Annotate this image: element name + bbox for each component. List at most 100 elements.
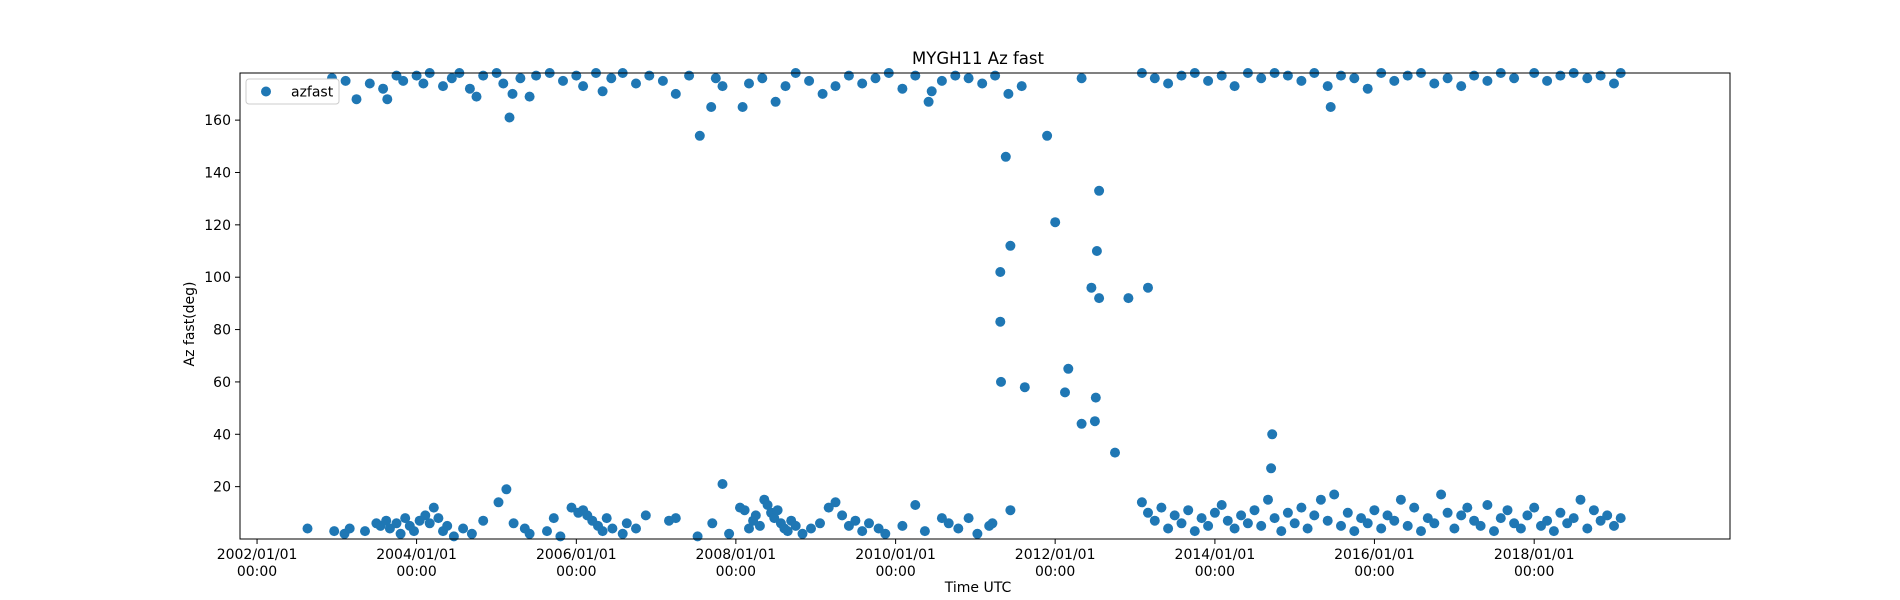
x-tick-label: 2008/01/01 [696, 547, 777, 563]
x-tick-label-time: 00:00 [716, 564, 756, 580]
data-point [1495, 513, 1506, 524]
chart-title: MYGH11 Az fast [912, 49, 1044, 68]
data-point [1449, 523, 1460, 534]
data-point [344, 523, 355, 534]
data-point [1076, 73, 1087, 84]
data-point [524, 528, 535, 539]
data-point [1176, 518, 1187, 529]
data-point [606, 73, 617, 84]
x-tick-label: 2014/01/01 [1175, 547, 1256, 563]
data-point [910, 70, 921, 81]
data-point [919, 526, 930, 537]
data-point [1555, 507, 1566, 518]
data-point [1582, 73, 1593, 84]
data-point [1256, 520, 1267, 531]
data-point [1542, 75, 1553, 86]
data-point [987, 518, 998, 529]
data-point [1369, 505, 1380, 516]
x-tick-label: 2018/01/01 [1494, 547, 1575, 563]
x-tick-label-time: 00:00 [875, 564, 915, 580]
data-point [706, 102, 717, 112]
x-tick-label: 2010/01/01 [855, 547, 936, 563]
data-point [1000, 151, 1011, 162]
y-axis-label: Az fast(deg) [182, 282, 198, 367]
data-point [1183, 505, 1194, 516]
data-point [1456, 81, 1467, 92]
data-point [1462, 502, 1473, 513]
data-point [360, 526, 370, 537]
data-point [607, 523, 618, 534]
data-point [1615, 513, 1626, 524]
x-tick-label-time: 00:00 [237, 564, 277, 580]
data-point [950, 70, 961, 81]
data-point [446, 73, 457, 84]
y-tick-label: 40 [213, 427, 231, 443]
data-point [1502, 505, 1513, 516]
y-tick-label: 140 [204, 165, 231, 181]
data-point [1169, 510, 1180, 521]
data-point [910, 500, 921, 510]
data-point [524, 91, 535, 102]
data-point [1176, 70, 1187, 81]
x-tick-label: 2002/01/01 [217, 547, 298, 563]
data-point [1482, 75, 1493, 86]
data-point [378, 83, 389, 94]
data-point [381, 515, 392, 526]
data-point [351, 94, 362, 105]
data-point [531, 70, 542, 81]
data-point [555, 531, 566, 542]
data-point [1509, 518, 1520, 529]
data-point [936, 75, 947, 86]
data-point [382, 94, 393, 105]
data-point [1282, 507, 1293, 518]
legend-label-azfast: azfast [291, 85, 334, 101]
data-point [1475, 520, 1486, 531]
data-point [1156, 502, 1167, 513]
data-point [684, 70, 695, 81]
data-point [1329, 489, 1340, 500]
data-point [744, 78, 754, 89]
data-point [409, 526, 419, 537]
data-point [1060, 387, 1070, 398]
data-point [692, 531, 703, 542]
data-point [694, 130, 705, 141]
data-point [364, 78, 375, 89]
data-point [1086, 282, 1097, 293]
data-point [670, 88, 681, 99]
data-point [1389, 75, 1400, 86]
data-point [823, 502, 834, 513]
data-point [558, 75, 568, 86]
data-point [1342, 507, 1353, 518]
data-point [1568, 513, 1579, 524]
data-point [857, 78, 868, 89]
data-point [1090, 392, 1101, 403]
data-point [1582, 523, 1593, 534]
data-point [631, 78, 641, 89]
data-point [1325, 102, 1336, 112]
x-tick-label: 2016/01/01 [1334, 547, 1415, 563]
data-point [815, 518, 825, 529]
data-point [571, 70, 582, 81]
plot-background [240, 73, 1730, 539]
data-point [1456, 510, 1467, 521]
data-point [1019, 382, 1030, 393]
data-point [1416, 526, 1426, 537]
x-tick-label: 2006/01/01 [536, 547, 617, 563]
data-point [857, 526, 868, 537]
data-point [717, 81, 728, 92]
data-point [1282, 70, 1293, 81]
data-point [1349, 526, 1360, 537]
data-point [837, 510, 848, 521]
data-point [1005, 505, 1016, 516]
data-point [418, 78, 429, 89]
x-axis: 2002/01/0100:002004/01/0100:002006/01/01… [217, 539, 1575, 580]
y-tick-label: 80 [213, 323, 231, 339]
data-point [772, 505, 783, 516]
data-point [542, 526, 552, 537]
data-point [1609, 520, 1619, 531]
data-point [424, 518, 435, 529]
y-axis: 20 40 60 80 100 120 140 160 [204, 113, 240, 496]
data-point [737, 102, 748, 112]
data-point [1143, 507, 1153, 518]
data-point [1362, 83, 1373, 94]
